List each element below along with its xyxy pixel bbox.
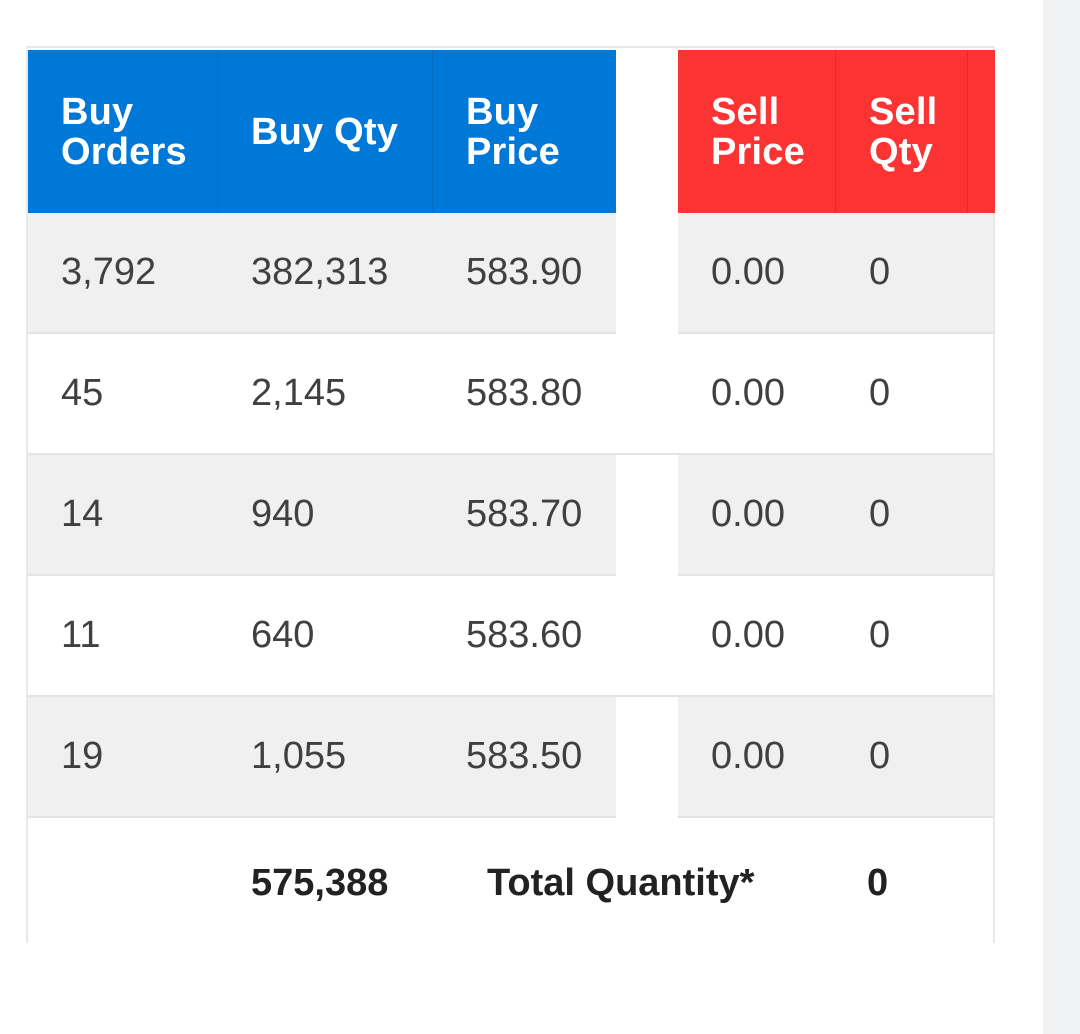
- cell-buy-qty: 640: [251, 614, 315, 656]
- header-buy-qty: Buy Qty: [218, 50, 433, 213]
- cell-buy-orders: 11: [61, 614, 101, 656]
- column-gap: [616, 213, 678, 334]
- cell-sell-price: 0.00: [711, 735, 785, 777]
- total-quantity-label: Total Quantity*: [487, 861, 755, 904]
- table-row: 14 940 583.70 0.00 0: [28, 455, 993, 576]
- cell-buy-qty: 382,313: [251, 251, 389, 293]
- market-depth-table: Buy Orders Buy Qty Buy Price Sell Price …: [26, 46, 995, 943]
- table-row: 45 2,145 583.80 0.00 0: [28, 334, 993, 455]
- header-sell-price: Sell Price: [678, 50, 836, 213]
- cell-buy-qty: 2,145: [251, 372, 347, 414]
- cell-buy-price: 583.50: [466, 735, 583, 777]
- column-gap: [616, 455, 678, 576]
- header-buy-price: Buy Price: [433, 50, 616, 213]
- header-sell-qty: Sell Qty: [836, 50, 968, 213]
- cell-sell-price: 0.00: [711, 614, 785, 656]
- cell-buy-price: 583.90: [466, 251, 583, 293]
- cell-buy-orders: 45: [61, 372, 104, 414]
- cell-buy-price: 583.80: [466, 372, 583, 414]
- cell-sell-qty: 0: [869, 735, 891, 777]
- header-sell-price-label: Sell Price: [711, 90, 805, 173]
- right-edge-panel: [1043, 0, 1080, 1034]
- cell-buy-price: 583.70: [466, 493, 583, 535]
- table-row: 19 1,055 583.50 0.00 0: [28, 697, 993, 818]
- cell-buy-qty: 940: [251, 493, 315, 535]
- cell-sell-qty: 0: [869, 251, 891, 293]
- table-header-row: Buy Orders Buy Qty Buy Price Sell Price …: [28, 50, 995, 213]
- table-row: 3,792 382,313 583.90 0.00 0: [28, 213, 993, 334]
- cell-sell-qty: 0: [869, 372, 891, 414]
- total-sell-qty: 0: [867, 861, 889, 904]
- header-buy-price-label: Buy Price: [466, 90, 560, 173]
- cell-sell-qty: 0: [869, 614, 891, 656]
- cell-sell-price: 0.00: [711, 372, 785, 414]
- cell-sell-price: 0.00: [711, 251, 785, 293]
- header-sell-qty-label: Sell Qty: [869, 90, 938, 173]
- cell-buy-price: 583.60: [466, 614, 583, 656]
- cell-buy-qty: 1,055: [251, 735, 347, 777]
- header-buy-qty-label: Buy Qty: [251, 110, 399, 153]
- total-buy-qty: 575,388: [251, 861, 389, 904]
- cell-sell-qty: 0: [869, 493, 891, 535]
- header-sell-extra: [968, 50, 995, 213]
- header-buy-orders: Buy Orders: [28, 50, 218, 213]
- cell-sell-price: 0.00: [711, 493, 785, 535]
- cell-buy-orders: 3,792: [61, 251, 157, 293]
- total-row: 575,388 Total Quantity* 0: [28, 823, 993, 943]
- header-buy-orders-label: Buy Orders: [61, 90, 187, 173]
- table-row: 11 640 583.60 0.00 0: [28, 576, 993, 697]
- cell-buy-orders: 14: [61, 493, 104, 535]
- column-gap: [616, 697, 678, 818]
- cell-buy-orders: 19: [61, 735, 104, 777]
